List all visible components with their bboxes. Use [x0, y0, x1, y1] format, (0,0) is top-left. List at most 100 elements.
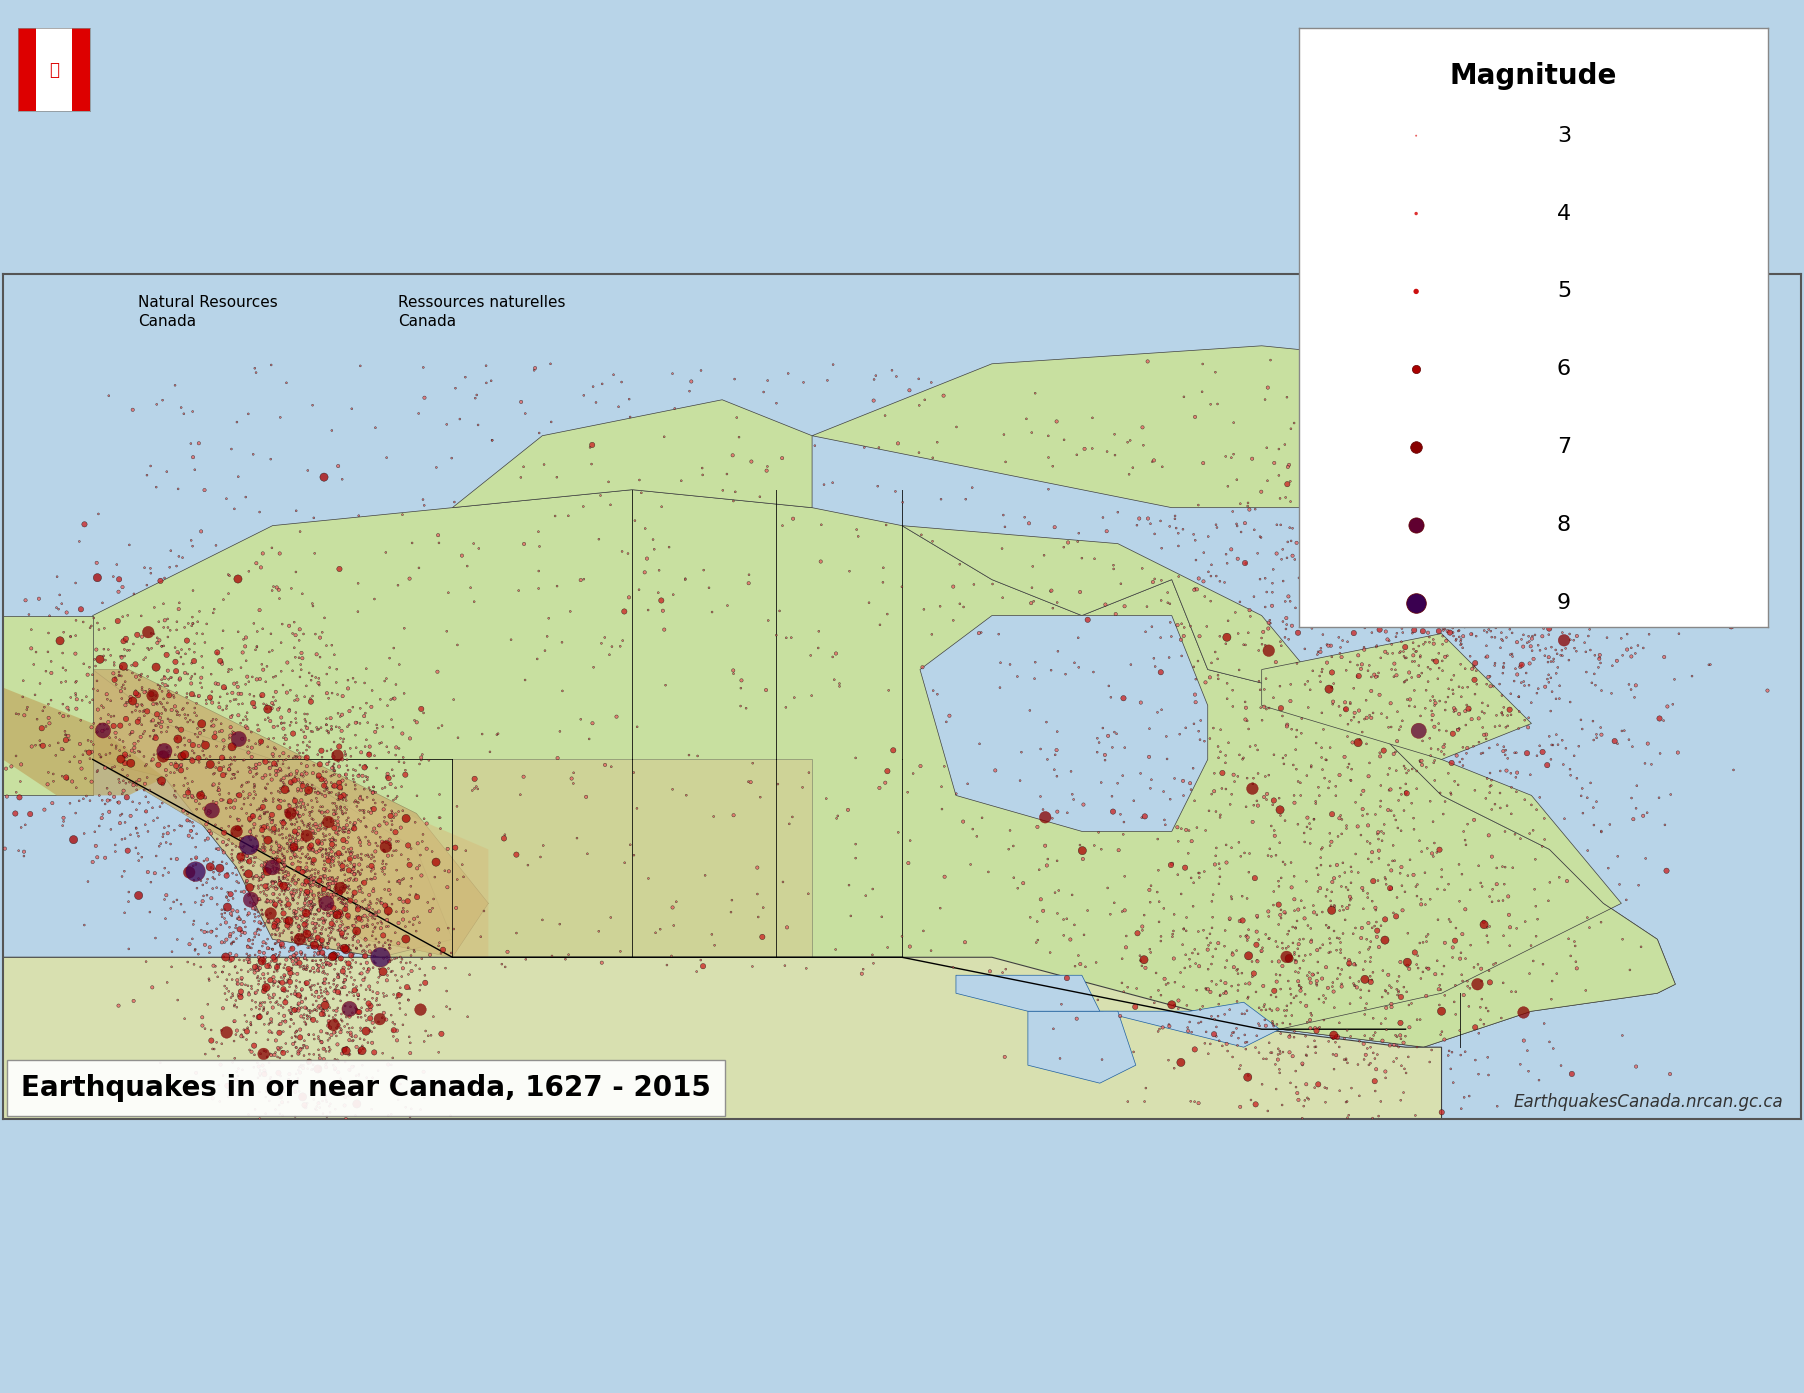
Point	[355, 883, 384, 905]
Point	[1474, 1046, 1503, 1068]
Point	[310, 989, 339, 1011]
Point	[318, 419, 346, 442]
Point	[1304, 412, 1333, 435]
Point	[1355, 912, 1384, 935]
Point	[283, 734, 312, 756]
Point	[1452, 468, 1481, 490]
Point	[1355, 655, 1384, 677]
Point	[206, 1091, 235, 1113]
Point	[94, 717, 123, 740]
Point	[307, 929, 336, 951]
Point	[287, 978, 316, 1000]
Point	[1333, 897, 1362, 919]
Point	[1348, 600, 1376, 623]
Point	[1158, 853, 1187, 875]
Point	[164, 592, 193, 614]
Point	[1245, 1014, 1274, 1036]
Point	[283, 1067, 312, 1089]
Point	[188, 740, 216, 762]
Point	[242, 825, 271, 847]
Point	[202, 876, 231, 898]
Point	[1490, 652, 1519, 674]
Point	[1344, 664, 1373, 687]
Point	[83, 759, 112, 781]
Point	[794, 762, 823, 784]
Point	[133, 861, 162, 883]
Point	[96, 801, 124, 823]
Point	[1505, 573, 1533, 595]
Point	[1364, 847, 1393, 869]
Point	[253, 976, 281, 999]
Point	[334, 839, 363, 861]
Point	[1391, 646, 1420, 669]
Point	[1553, 869, 1582, 892]
Point	[231, 922, 260, 944]
Point	[236, 1011, 265, 1034]
Point	[1068, 547, 1097, 570]
Point	[906, 755, 934, 777]
Point	[1315, 737, 1344, 759]
Point	[330, 968, 359, 990]
Point	[1497, 703, 1526, 726]
Point	[337, 1017, 366, 1039]
Point	[1265, 1059, 1293, 1081]
Point	[426, 942, 455, 964]
Point	[1389, 610, 1418, 632]
Point	[1218, 678, 1247, 701]
Point	[222, 1060, 251, 1082]
Point	[213, 683, 242, 705]
Point	[689, 464, 718, 486]
Point	[1275, 471, 1304, 493]
Point	[323, 981, 352, 1003]
Point	[410, 1031, 438, 1053]
Point	[318, 833, 346, 855]
Point	[1201, 844, 1230, 866]
Point	[1043, 411, 1072, 433]
Point	[1532, 440, 1560, 462]
Point	[209, 1064, 238, 1087]
Point	[249, 855, 278, 878]
Point	[170, 653, 198, 676]
Point	[222, 864, 251, 886]
Text: 9: 9	[1557, 593, 1571, 613]
Point	[749, 926, 778, 949]
Point	[254, 641, 283, 663]
Point	[366, 911, 395, 933]
Point	[247, 556, 276, 578]
Point	[1385, 719, 1414, 741]
Point	[1247, 627, 1275, 649]
Point	[1429, 625, 1458, 648]
Point	[316, 928, 345, 950]
Point	[359, 957, 388, 979]
Point	[375, 829, 404, 851]
Point	[49, 811, 78, 833]
Point	[292, 783, 321, 805]
Point	[265, 840, 294, 862]
Point	[1367, 830, 1396, 853]
Point	[267, 935, 296, 957]
Point	[1259, 880, 1288, 903]
Point	[244, 1056, 272, 1078]
Point	[1535, 617, 1564, 639]
Point	[180, 742, 209, 765]
Point	[1349, 637, 1378, 659]
Point	[1326, 705, 1355, 727]
Point	[112, 628, 141, 651]
Point	[1281, 738, 1310, 761]
Point	[263, 910, 292, 932]
Point	[1196, 393, 1225, 415]
Point	[1135, 717, 1164, 740]
Point	[987, 538, 1016, 560]
Point	[292, 997, 321, 1020]
Point	[1156, 625, 1185, 648]
Point	[191, 748, 220, 770]
Point	[249, 997, 278, 1020]
Point	[209, 830, 238, 853]
Point	[339, 1081, 368, 1103]
Point	[298, 595, 327, 617]
Point	[1422, 577, 1450, 599]
Point	[1467, 872, 1496, 894]
Point	[1232, 925, 1261, 947]
Point	[323, 905, 352, 928]
Point	[1218, 447, 1247, 469]
